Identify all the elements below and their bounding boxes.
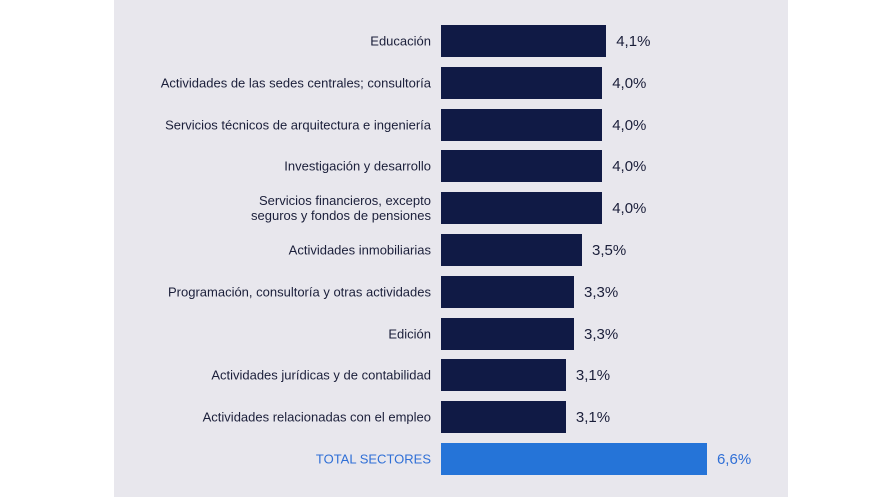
data-label: 3,3% [583, 283, 619, 301]
category-label: Programación, consultoría y otras activi… [167, 284, 431, 300]
data-label: 4,0% [612, 158, 647, 176]
bar [441, 25, 607, 57]
bar [441, 150, 603, 183]
data-label: 6,6% [716, 451, 752, 468]
bar [441, 66, 603, 99]
category-label: Edición [388, 326, 431, 342]
category-label: Servicios técnicos de arquitectura e ing… [165, 117, 431, 133]
data-label: 4,0% [612, 116, 647, 134]
data-label: 4,0% [612, 200, 647, 218]
category-label: Investigación y desarrollo [284, 158, 431, 174]
total-bar [441, 443, 707, 475]
bar [441, 401, 566, 434]
data-label: 3,3% [583, 325, 619, 343]
data-label: 3,5% [592, 242, 627, 259]
category-label: Actividades jurídicas y de contabilidad [211, 367, 431, 383]
category-label: Educación [370, 33, 431, 49]
data-label: 4,0% [612, 74, 647, 92]
bar [441, 359, 566, 392]
category-label: Servicios financieros, excepto seguros y… [251, 193, 431, 224]
bar [441, 275, 574, 308]
bar [441, 234, 583, 266]
category-label: Actividades de las sedes centrales; cons… [160, 75, 431, 91]
category-label: Actividades inmobiliarias [288, 242, 431, 258]
data-label: 4,1% [616, 33, 651, 50]
bar [441, 192, 603, 225]
bar [441, 108, 603, 141]
category-label: TOTAL SECTORES [315, 451, 431, 467]
category-label: Actividades relacionadas con el empleo [202, 409, 431, 425]
bar [441, 317, 574, 350]
data-label: 3,1% [575, 409, 611, 427]
data-label: 3,1% [575, 367, 611, 385]
